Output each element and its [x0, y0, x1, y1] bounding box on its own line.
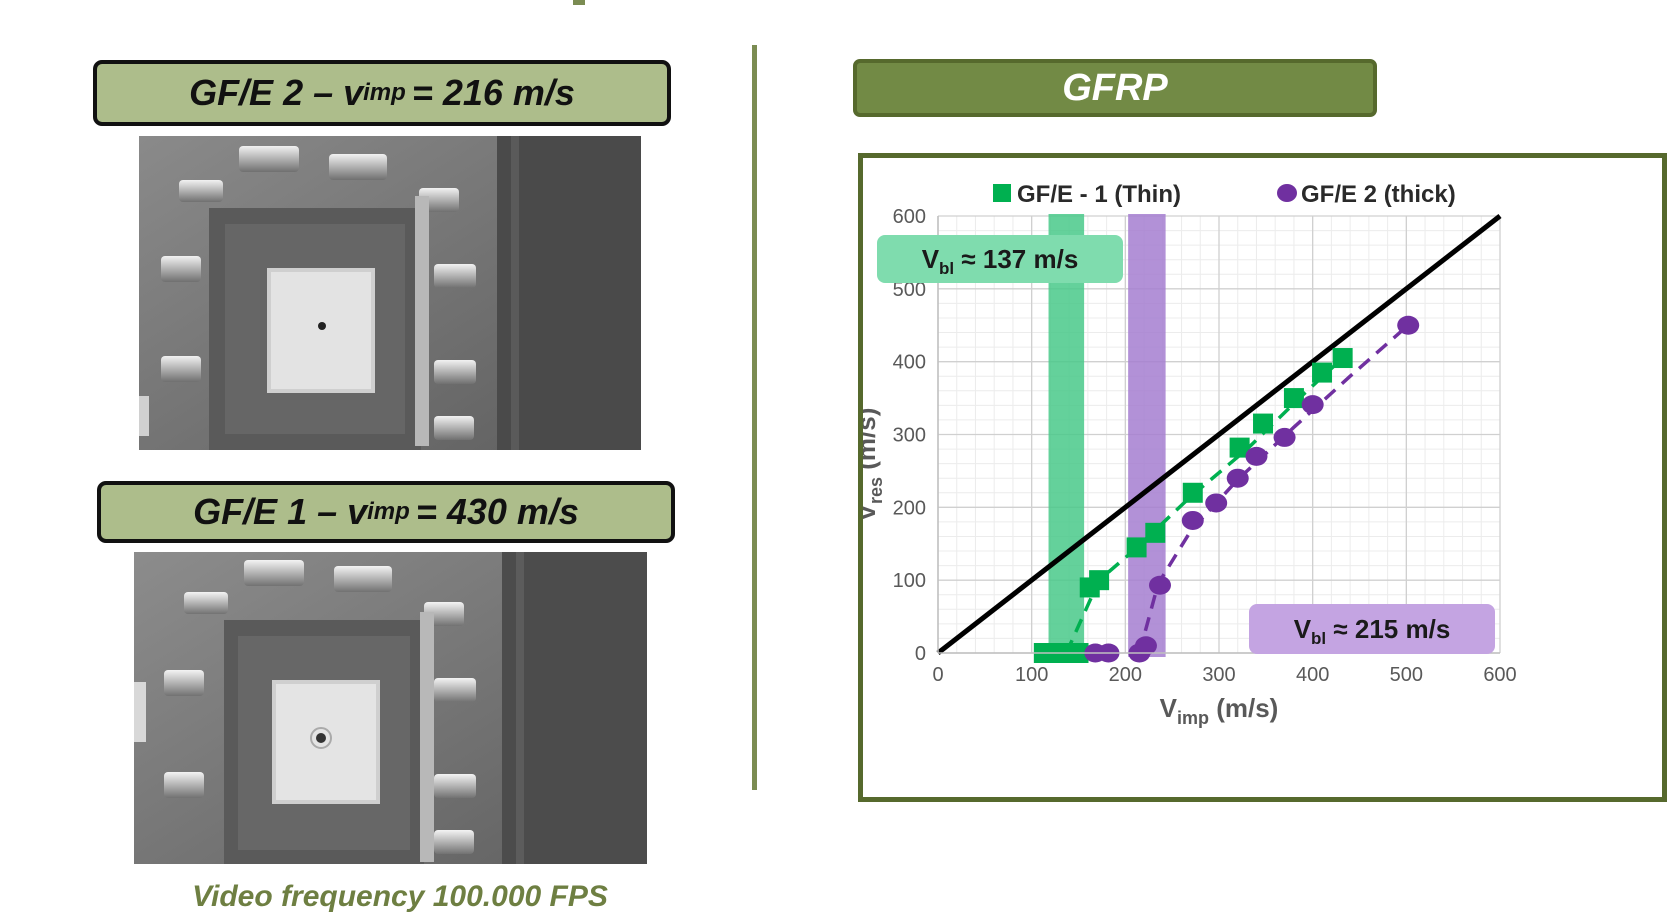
data-point-series-1 — [1312, 362, 1333, 383]
data-point-series-2 — [1226, 468, 1249, 488]
vbl-bands — [1048, 214, 1166, 657]
x-axis-label: Vimp (m/s) — [1160, 693, 1279, 728]
vbl-annotation-text: Vbl ≈ 137 m/s — [922, 244, 1079, 278]
vbl-annotations: Vbl ≈ 137 m/s Vbl ≈ 215 m/s — [877, 235, 1495, 654]
data-point-series-1 — [1182, 482, 1203, 503]
data-point-series-1 — [1089, 570, 1110, 591]
data-point-series-2 — [1148, 575, 1171, 595]
y-tick-label: 300 — [893, 425, 926, 447]
ballistic-chart-frame: 0 100 200 300 400 500 600 0 100 200 300 400 500 600 V… — [858, 153, 1667, 802]
legend-item-1: GF/E - 1 (Thin) — [993, 181, 1181, 208]
panel-divider — [752, 45, 757, 790]
y-tick-label: 400 — [893, 352, 926, 374]
legend-item-2: GF/E 2 (thick) — [1277, 181, 1456, 208]
legend-label: GF/E 2 (thick) — [1301, 181, 1456, 208]
vbl-annotation-box — [1249, 604, 1495, 654]
legend-marker-square — [993, 184, 1011, 202]
x-tick-label: 0 — [932, 664, 943, 686]
data-point-series-1 — [1253, 413, 1274, 434]
fit-line-2 — [1137, 323, 1410, 654]
y-tick-label: 600 — [893, 206, 926, 228]
gfrp-tag: GFRP — [853, 59, 1377, 117]
y-tick-label: 100 — [893, 570, 926, 592]
y-tick-label: 500 — [893, 279, 926, 301]
top-video-label: GF/E 2 – v imp = 216 m/s — [93, 60, 671, 126]
data-point-series-1 — [1126, 537, 1147, 558]
high-speed-frame-gfe2 — [139, 136, 641, 450]
data-point-series-2 — [1397, 315, 1420, 335]
data-point-series-2 — [1181, 510, 1204, 530]
high-speed-frame-gfe1 — [134, 552, 647, 864]
legend-marker-circle — [1277, 184, 1297, 202]
bottom-label-tail: = 430 m/s — [415, 491, 579, 532]
y-tick-label: 0 — [915, 643, 926, 665]
x-tick-label: 200 — [1109, 664, 1142, 686]
top-label-sub: imp — [363, 79, 406, 106]
vbl-annotation-box — [877, 235, 1123, 283]
data-point-series-1 — [1145, 522, 1166, 543]
data-point-series-1 — [1229, 437, 1250, 458]
y-axis-label: Vres (m/s) — [863, 408, 886, 522]
x-tick-label: 400 — [1296, 664, 1329, 686]
top-accent — [573, 0, 585, 5]
vbl-annotation-text: Vbl ≈ 215 m/s — [1294, 614, 1451, 648]
bottom-video-label: GF/E 1 – v imp = 430 m/s — [97, 481, 675, 543]
vbl-annotation-2: Vbl ≈ 215 m/s — [1249, 604, 1495, 654]
data-point-series-1 — [1283, 388, 1304, 409]
ballistic-chart: 0 100 200 300 400 500 600 0 100 200 300 400 500 600 V… — [863, 181, 1517, 728]
vbl-band-0 — [1048, 214, 1085, 657]
data-point-series-2 — [1301, 395, 1324, 415]
top-label-tail: = 216 m/s — [411, 72, 575, 113]
legend-label: GF/E - 1 (Thin) — [1017, 181, 1181, 208]
legend: GF/E - 1 (Thin) GF/E 2 (thick) — [993, 181, 1456, 208]
y-tick-label: 200 — [893, 497, 926, 519]
data-point-series-1 — [1332, 348, 1353, 369]
x-tick-label: 600 — [1483, 664, 1516, 686]
reference-line-vres-equals-vimp — [936, 214, 1502, 655]
bottom-label-sub: imp — [367, 498, 410, 525]
vbl-annotation-1: Vbl ≈ 137 m/s — [877, 235, 1123, 283]
video-frequency-caption: Video frequency 100.000 FPS — [192, 880, 608, 913]
data-point-series-2 — [1134, 636, 1157, 656]
top-label-text: GF/E 2 – v — [189, 72, 364, 113]
data-point-series-2 — [1245, 446, 1268, 466]
x-tick-label: 100 — [1015, 664, 1048, 686]
tick-labels: 0 100 200 300 400 500 600 0 100 200 300 400 500 600 — [893, 206, 1517, 686]
x-tick-label: 300 — [1202, 664, 1235, 686]
data-point-series-2 — [1273, 427, 1296, 447]
data-point-series-2 — [1205, 493, 1228, 513]
bottom-label-text: GF/E 1 – v — [193, 491, 368, 532]
x-tick-label: 500 — [1390, 664, 1423, 686]
